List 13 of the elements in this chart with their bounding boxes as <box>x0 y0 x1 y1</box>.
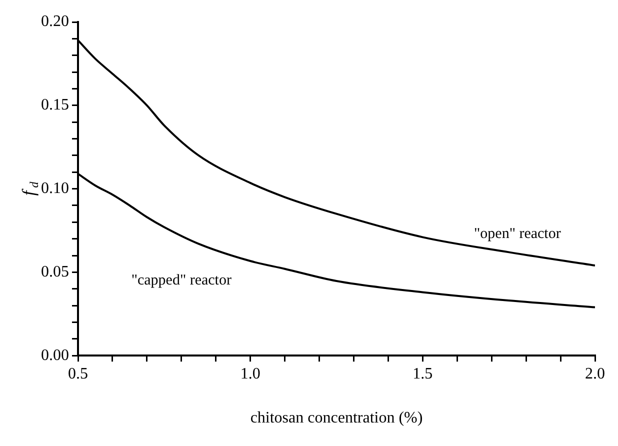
y-tick-label: 0.15 <box>41 96 69 114</box>
annotation: "open" reactor <box>474 226 561 242</box>
x-axis-title: chitosan concentration (%) <box>250 410 423 427</box>
annotation: "capped" reactor <box>131 272 232 288</box>
y-axis-title: fd <box>18 180 42 196</box>
x-tick-label: 1.0 <box>240 365 260 382</box>
x-tick-label: 1.5 <box>412 365 433 382</box>
y-tick-label: 0.10 <box>41 180 69 198</box>
x-tick-label: 0.5 <box>68 365 88 382</box>
y-tick-label: 0.20 <box>41 13 69 30</box>
y-tick-label: 0.00 <box>41 346 69 364</box>
y-tick-label: 0.05 <box>41 263 69 280</box>
x-tick-label: 2.0 <box>585 365 605 382</box>
